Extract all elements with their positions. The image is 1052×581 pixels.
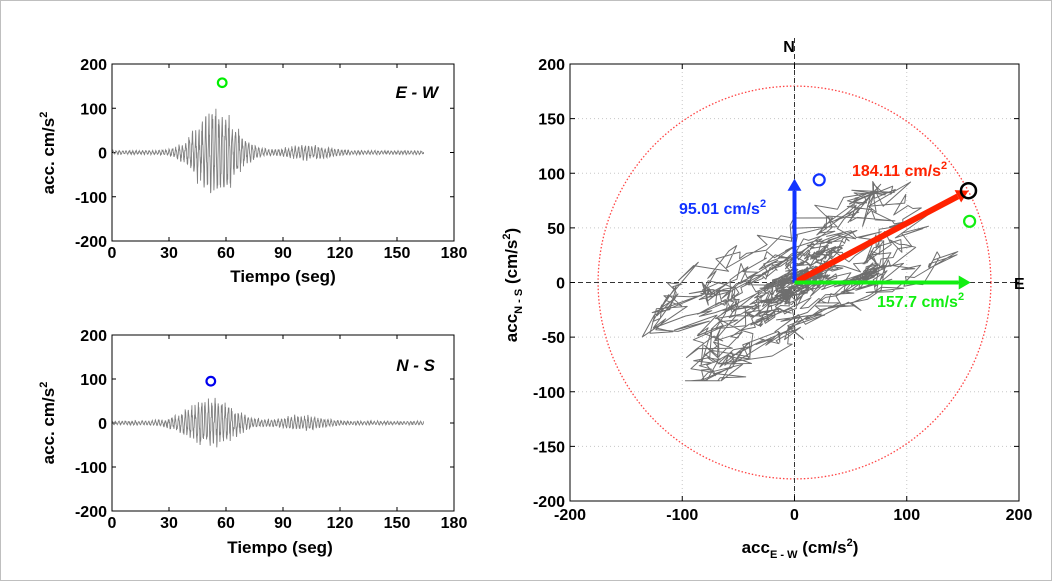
orbit-y-tick-label: -100: [533, 385, 565, 402]
x-tick-label: 150: [384, 245, 411, 262]
orbit-ylabel-sub: N - S: [513, 289, 525, 314]
orbit-ylabel: accN - S (cm/s2): [501, 228, 525, 342]
ew-xlabel: Tiempo (seg): [230, 267, 335, 286]
ns-vector-label-sup: 2: [760, 198, 766, 210]
orbit-y-tick-label: 150: [538, 112, 565, 129]
orbit-ylabel-sup: 2: [501, 233, 513, 239]
x-tick-label: 90: [274, 515, 292, 532]
orbit-y-tick-label: -150: [533, 439, 565, 456]
ns-ylabel-sup: 2: [38, 382, 50, 388]
ns-tick-layer: 0 30 60 90 120 150 180 -200 -100 0 100 200: [75, 328, 467, 532]
x-tick-label: 0: [108, 245, 117, 262]
orbit-xlabel-close: ): [853, 538, 859, 557]
ew-vector-label-text: 157.7 cm/s: [877, 294, 958, 311]
x-tick-label: 60: [217, 245, 235, 262]
orbit-y-tick-label: 50: [547, 221, 565, 238]
orbit-y-tick-label: 100: [538, 166, 565, 183]
x-tick-label: 120: [327, 515, 354, 532]
vector-arrowhead-resultant: [954, 190, 969, 203]
orbit-vector-layer: [787, 178, 971, 290]
orbit-ylabel-text: acc: [502, 314, 521, 342]
x-tick-label: 30: [160, 515, 178, 532]
y-tick-label: -200: [75, 234, 107, 251]
x-tick-label: 90: [274, 245, 292, 262]
orbit-xlabel-text: acc: [742, 538, 770, 557]
orbit-y-tick-label: 200: [538, 57, 565, 74]
ew-tick-layer: 0 30 60 90 120 150 180 -200 -100 0 100 200: [75, 57, 467, 262]
x-tick-label: 180: [441, 245, 468, 262]
y-tick-label: 100: [80, 101, 107, 118]
ew-ylabel-text: acc. cm/s: [39, 118, 58, 195]
ns-annotation: N - S: [396, 356, 435, 375]
x-tick-label: 60: [217, 515, 235, 532]
y-tick-label: 0: [98, 146, 107, 163]
ew-vector-label-sup: 2: [958, 291, 964, 303]
resultant-label-sup: 2: [941, 160, 947, 172]
orbit-axes-box: [569, 63, 1020, 502]
y-tick-label: -100: [75, 460, 107, 477]
ew-peak-marker: [216, 77, 228, 89]
orbit-xlabel-sup: 2: [847, 537, 853, 549]
orbit-xlabel-sub: E - W: [770, 549, 798, 561]
x-tick-label: 180: [441, 515, 468, 532]
y-tick-label: 100: [80, 372, 107, 389]
orbit-marker-layer: [812, 173, 978, 228]
orbit-xlabel: accE - W (cm/s2): [742, 537, 859, 561]
y-tick-label: 200: [80, 57, 107, 74]
y-tick-label: 200: [80, 328, 107, 345]
compass-north-label: N: [783, 39, 795, 56]
compass-east-label: E: [1014, 276, 1025, 293]
x-tick-label: 0: [108, 515, 117, 532]
ew-ylabel: acc. cm/s2: [38, 112, 58, 195]
ns-peak-marker: [205, 375, 217, 387]
ew-annotation: E - W: [396, 83, 440, 102]
orbit-tick-layer: -200 -100 0 100 200 -200 -150 -100 -50 0 50 100 150 2…: [533, 57, 1032, 524]
orbit-peak-marker: [959, 181, 978, 200]
orbit-ylabel-unit: (cm/s: [502, 240, 521, 289]
ew-panel: 0 30 60 90 120 150 180 -200 -100 0 100 200 E - W Ti…: [38, 57, 467, 286]
vector-shaft-resultant: [793, 193, 960, 286]
ew-vector-label: 157.7 cm/s2: [877, 291, 964, 311]
vector-arrowhead-east-west: [958, 275, 971, 290]
ew-trace-line: [112, 108, 425, 194]
ns-vector-label: 95.01 cm/s2: [679, 198, 766, 218]
orbit-y-tick-label: 0: [556, 276, 565, 293]
y-tick-label: 0: [98, 416, 107, 433]
orbit-peak-marker: [963, 214, 977, 228]
orbit-y-tick-label: -50: [542, 330, 565, 347]
orbit-peak-marker: [812, 173, 826, 187]
ns-axes-box: [111, 334, 455, 512]
ns-xlabel: Tiempo (seg): [227, 538, 332, 557]
ns-panel: 0 30 60 90 120 150 180 -200 -100 0 100 200 N - S Ti…: [38, 328, 467, 557]
ew-axes-box: [111, 63, 455, 242]
vector-arrowhead-north-south: [787, 178, 802, 191]
orbit-y-tick-label: -200: [533, 494, 565, 511]
orbit-x-tick-label: 100: [893, 507, 920, 524]
resultant-label-text: 184.11 cm/s: [852, 163, 941, 180]
ns-ylabel-text: acc. cm/s: [39, 388, 58, 465]
ns-ylabel: acc. cm/s2: [38, 382, 58, 465]
orbit-x-tick-label: 0: [790, 507, 799, 524]
orbit-panel: -200 -100 0 100 200 -200 -150 -100 -50 0 50 100 150 2…: [501, 38, 1032, 561]
ns-vector-label-text: 95.01 cm/s: [679, 201, 760, 218]
y-tick-label: -100: [75, 190, 107, 207]
ns-trace-line: [112, 397, 424, 448]
y-tick-label: -200: [75, 504, 107, 521]
orbit-x-tick-label: -100: [666, 507, 698, 524]
resultant-vector-label: 184.11 cm/s2: [852, 160, 947, 180]
orbit-x-tick-label: -200: [554, 507, 586, 524]
ew-ylabel-sup: 2: [38, 112, 50, 118]
x-tick-label: 120: [327, 245, 354, 262]
orbit-x-tick-label: 200: [1006, 507, 1033, 524]
orbit-ylabel-close: ): [502, 228, 521, 234]
x-tick-label: 30: [160, 245, 178, 262]
x-tick-label: 150: [384, 515, 411, 532]
orbit-xlabel-unit: (cm/s: [797, 538, 846, 557]
